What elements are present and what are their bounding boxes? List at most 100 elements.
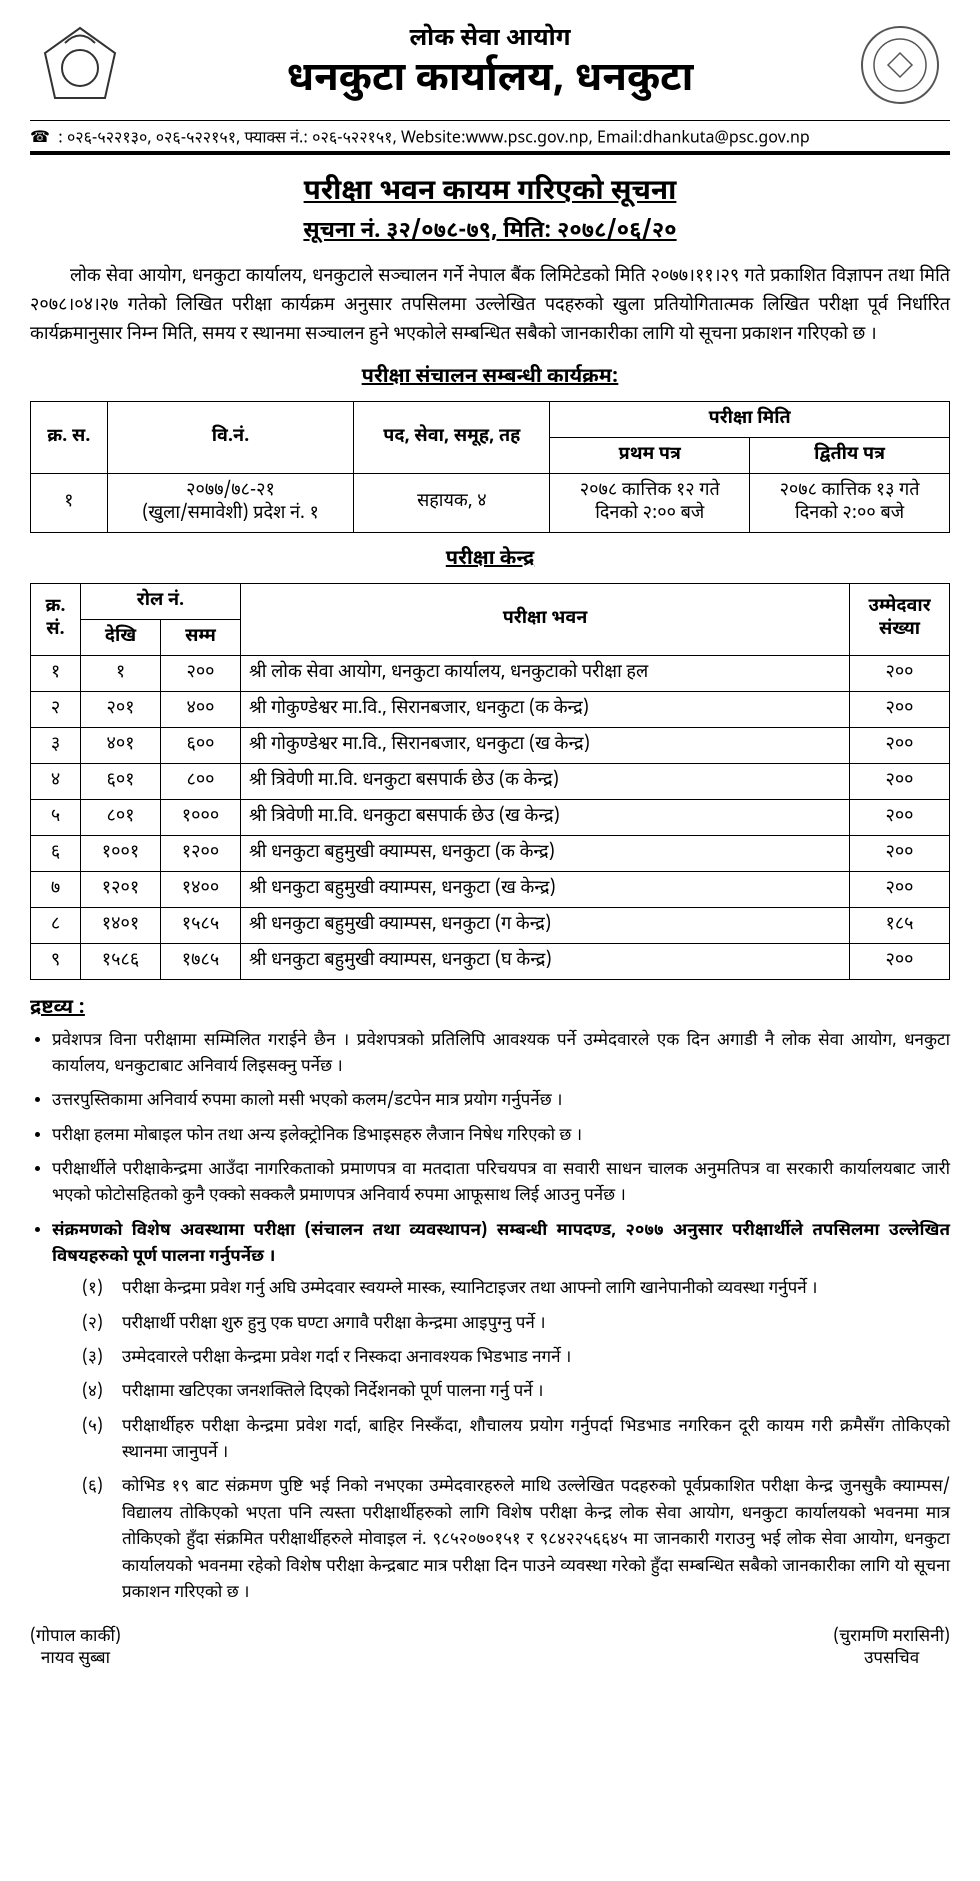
cell-venue: श्री त्रिवेणी मा.वि. धनकुटा बसपार्क छेउ … <box>241 799 850 835</box>
program-heading: परीक्षा संचालन सम्बन्धी कार्यक्रम: <box>30 365 950 391</box>
cell-p2: २०७८ कात्तिक १३ गतेदिनको २:०० बजे <box>750 473 950 532</box>
cell-from: ६०१ <box>81 763 161 799</box>
cell-count: २०० <box>850 799 950 835</box>
note-item: प्रवेशपत्र विना परीक्षामा सम्मिलित गराईन… <box>52 1028 950 1081</box>
cell-sn: ९ <box>31 943 81 979</box>
cth-count: उम्मेदवार संख्या <box>850 583 950 655</box>
notice-subtitle: सूचना नं. ३२/०७८-७९, मिति: २०७८/०६/२० <box>30 217 950 246</box>
cell-to: १७८५ <box>161 943 241 979</box>
center-row: ६ १००१ १२०० श्री धनकुटा बहुमुखी क्याम्पस… <box>31 835 950 871</box>
cell-to: १००० <box>161 799 241 835</box>
note-item: उत्तरपुस्तिकामा अनिवार्य रुपमा कालो मसी … <box>52 1088 950 1114</box>
sign-right-name: (चुरामणि मरासिनी) <box>833 1626 950 1648</box>
note-item-bold: संक्रमणको विशेष अवस्थामा परीक्षा (संचालन… <box>52 1218 950 1606</box>
sign-right: (चुरामणि मरासिनी) उपसचिव <box>833 1626 950 1670</box>
th-sn: क्र. स. <box>31 401 108 473</box>
cell-to: १४०० <box>161 871 241 907</box>
sign-left-post: नायव सुब्बा <box>30 1648 121 1670</box>
phone-icon: ☎ <box>30 127 50 149</box>
th-date: परीक्षा मिति <box>550 401 950 437</box>
sign-left: (गोपाल कार्की) नायव सुब्बा <box>30 1626 121 1670</box>
cell-from: १ <box>81 655 161 691</box>
cell-to: ८०० <box>161 763 241 799</box>
cell-sn: २ <box>31 691 81 727</box>
contact-text: : ०२६-५२२१३०, ०२६-५२२१५१, फ्याक्स नं.: ०… <box>58 128 810 149</box>
cell-venue: श्री गोकुण्डेश्वर मा.वि., सिरानबजार, धनक… <box>241 727 850 763</box>
cell-sn: १ <box>31 655 81 691</box>
cell-count: २०० <box>850 727 950 763</box>
org-name-main: धनकुटा कार्यालय, धनकुटा <box>130 55 850 107</box>
program-row: १ २०७७/७८-२१(खुला/समावेशी) प्रदेश नं. १ … <box>31 473 950 532</box>
cell-count: २०० <box>850 835 950 871</box>
cell-from: १४०१ <box>81 907 161 943</box>
cell-from: २०१ <box>81 691 161 727</box>
cell-count: २०० <box>850 763 950 799</box>
program-table: क्र. स. वि.नं. पद, सेवा, समूह, तह परीक्ष… <box>30 401 950 533</box>
cell-sn: ४ <box>31 763 81 799</box>
center-row: ३ ४०१ ६०० श्री गोकुण्डेश्वर मा.वि., सिरा… <box>31 727 950 763</box>
cell-venue: श्री धनकुटा बहुमुखी क्याम्पस, धनकुटा (घ … <box>241 943 850 979</box>
center-row: १ १ २०० श्री लोक सेवा आयोग, धनकुटा कार्य… <box>31 655 950 691</box>
cell-from: ८०१ <box>81 799 161 835</box>
divider <box>30 151 950 155</box>
org-name-top: लोक सेवा आयोग <box>130 23 850 55</box>
notes-list: प्रवेशपत्र विना परीक्षामा सम्मिलित गराईन… <box>30 1028 950 1607</box>
notice-body: लोक सेवा आयोग, धनकुटा कार्यालय, धनकुटाले… <box>30 264 950 350</box>
cell-from: १५८६ <box>81 943 161 979</box>
cth-from: देखि <box>81 619 161 655</box>
cell-venue: श्री त्रिवेणी मा.वि. धनकुटा बसपार्क छेउ … <box>241 763 850 799</box>
cth-venue: परीक्षा भवन <box>241 583 850 655</box>
cell-post: सहायक, ४ <box>354 473 550 532</box>
center-table: क्र. सं. रोल नं. परीक्षा भवन उम्मेदवार स… <box>30 583 950 980</box>
sub-note-item: (३)उम्मेदवारले परीक्षा केन्द्रमा प्रवेश … <box>82 1345 950 1371</box>
cell-to: १२०० <box>161 835 241 871</box>
letterhead: लोक सेवा आयोग धनकुटा कार्यालय, धनकुटा <box>30 20 950 110</box>
sign-left-name: (गोपाल कार्की) <box>30 1626 121 1648</box>
contact-line: ☎ : ०२६-५२२१३०, ०२६-५२२१५१, फ्याक्स नं.:… <box>30 120 950 149</box>
th-p1: प्रथम पत्र <box>550 437 750 473</box>
cell-count: १८५ <box>850 907 950 943</box>
cell-sn: ७ <box>31 871 81 907</box>
cell-sn: ३ <box>31 727 81 763</box>
center-heading: परीक्षा केन्द्र <box>30 547 950 573</box>
note-item: परीक्षा हलमा मोबाइल फोन तथा अन्य इलेक्ट्… <box>52 1123 950 1149</box>
th-post: पद, सेवा, समूह, तह <box>354 401 550 473</box>
cth-roll: रोल नं. <box>81 583 241 619</box>
cell-venue: श्री धनकुटा बहुमुखी क्याम्पस, धनकुटा (ख … <box>241 871 850 907</box>
cell-venue: श्री धनकुटा बहुमुखी क्याम्पस, धनकुटा (ग … <box>241 907 850 943</box>
sub-note-list: (१)परीक्षा केन्द्रमा प्रवेश गर्नु अघि उम… <box>52 1276 950 1606</box>
center-row: ५ ८०१ १००० श्री त्रिवेणी मा.वि. धनकुटा ब… <box>31 799 950 835</box>
cell-from: १००१ <box>81 835 161 871</box>
cell-to: २०० <box>161 655 241 691</box>
cell-to: ६०० <box>161 727 241 763</box>
cth-to: सम्म <box>161 619 241 655</box>
cell-sn: ६ <box>31 835 81 871</box>
th-p2: द्वितीय पत्र <box>750 437 950 473</box>
cell-p1: २०७८ कात्तिक १२ गतेदिनको २:०० बजे <box>550 473 750 532</box>
sub-note-item: (२)परीक्षार्थी परीक्षा शुरु हुनु एक घण्ट… <box>82 1311 950 1337</box>
notes-heading: द्रष्टव्य : <box>30 996 950 1022</box>
cell-to: १५८५ <box>161 907 241 943</box>
seal-right <box>850 20 950 110</box>
cell-from: १२०१ <box>81 871 161 907</box>
center-row: ७ १२०१ १४०० श्री धनकुटा बहुमुखी क्याम्पस… <box>31 871 950 907</box>
center-row: ८ १४०१ १५८५ श्री धनकुटा बहुमुखी क्याम्पस… <box>31 907 950 943</box>
cell-sn: ८ <box>31 907 81 943</box>
cell-ad: २०७७/७८-२१(खुला/समावेशी) प्रदेश नं. १ <box>107 473 354 532</box>
sub-note-item: (५)परीक्षार्थीहरु परीक्षा केन्द्रमा प्रव… <box>82 1414 950 1467</box>
sign-right-post: उपसचिव <box>833 1648 950 1670</box>
cell-count: २०० <box>850 691 950 727</box>
cell-count: २०० <box>850 655 950 691</box>
sub-note-item: (४)परीक्षामा खटिएका जनशक्तिले दिएको निर्… <box>82 1379 950 1405</box>
note-item: परीक्षार्थीले परीक्षाकेन्द्रमा आउँदा नाग… <box>52 1157 950 1210</box>
notice-title: परीक्षा भवन कायम गरिएको सूचना <box>30 175 950 211</box>
cell-venue: श्री गोकुण्डेश्वर मा.वि., सिरानबजार, धनक… <box>241 691 850 727</box>
cell-count: २०० <box>850 871 950 907</box>
cell-sn: १ <box>31 473 108 532</box>
signature-row: (गोपाल कार्की) नायव सुब्बा (चुरामणि मरास… <box>30 1626 950 1670</box>
th-ad: वि.नं. <box>107 401 354 473</box>
sub-note-item: (६)कोभिड १९ बाट संक्रमण पुष्टि भई निको न… <box>82 1474 950 1606</box>
center-row: ४ ६०१ ८०० श्री त्रिवेणी मा.वि. धनकुटा बस… <box>31 763 950 799</box>
center-row: ९ १५८६ १७८५ श्री धनकुटा बहुमुखी क्याम्पस… <box>31 943 950 979</box>
center-row: २ २०१ ४०० श्री गोकुण्डेश्वर मा.वि., सिरा… <box>31 691 950 727</box>
